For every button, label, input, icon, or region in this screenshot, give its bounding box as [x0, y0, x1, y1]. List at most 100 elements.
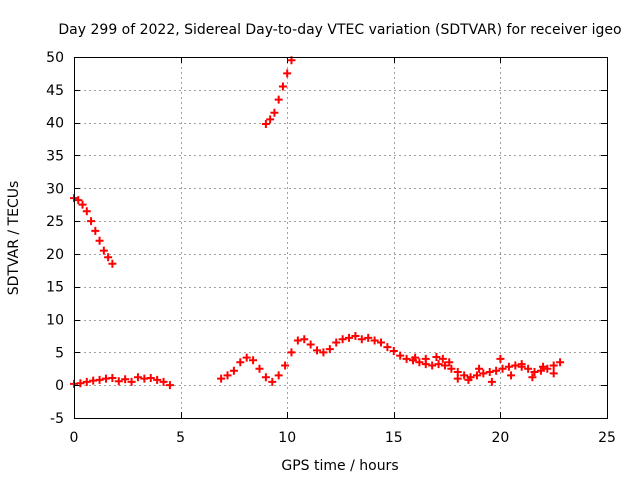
data-point — [377, 338, 386, 347]
data-point — [487, 377, 496, 386]
data-point — [428, 361, 437, 370]
data-point — [95, 236, 104, 245]
data-point — [78, 200, 87, 209]
data-point — [108, 373, 117, 382]
x-tick-label: 10 — [278, 430, 296, 446]
x-tick-label: 25 — [598, 430, 616, 446]
data-point — [511, 361, 520, 370]
data-point — [261, 373, 270, 382]
data-point — [217, 374, 226, 383]
data-point — [108, 259, 117, 268]
data-point — [159, 377, 168, 386]
data-point — [91, 226, 100, 235]
data-point — [411, 353, 420, 362]
data-point — [300, 335, 309, 344]
data-point — [475, 364, 484, 373]
data-point — [517, 360, 526, 369]
data-point — [504, 362, 513, 371]
data-point — [95, 375, 104, 384]
x-tick-label: 5 — [176, 430, 185, 446]
data-point — [82, 377, 91, 386]
data-point — [402, 354, 411, 363]
data-point — [127, 377, 136, 386]
y-tick-label: 35 — [46, 148, 64, 164]
data-point — [507, 371, 516, 380]
data-point — [87, 217, 96, 226]
y-tick-label: 30 — [46, 181, 64, 197]
data-point — [114, 377, 123, 386]
data-point — [283, 69, 292, 78]
data-point — [345, 333, 354, 342]
data-point — [223, 371, 232, 380]
data-point — [270, 108, 279, 117]
data-point — [82, 207, 91, 216]
data-points — [70, 56, 565, 390]
data-point — [453, 374, 462, 383]
data-point — [261, 119, 270, 128]
series-high-increasing — [261, 56, 296, 128]
data-point — [249, 356, 258, 365]
data-point — [146, 373, 155, 382]
data-point — [528, 373, 537, 382]
y-tick-label: 10 — [46, 313, 64, 329]
y-tick-label: 40 — [46, 116, 64, 132]
data-point — [421, 354, 430, 363]
data-point — [293, 336, 302, 345]
data-point — [549, 361, 558, 370]
data-point — [370, 336, 379, 345]
data-point — [332, 338, 341, 347]
data-point — [496, 354, 505, 363]
data-point — [338, 335, 347, 344]
data-point — [104, 253, 113, 262]
data-point — [492, 366, 501, 375]
data-point — [415, 358, 424, 367]
data-point — [479, 369, 488, 378]
data-point — [278, 82, 287, 91]
data-point — [438, 354, 447, 363]
data-point — [389, 347, 398, 356]
series-low-main — [217, 331, 565, 386]
data-point — [357, 335, 366, 344]
y-tick-label: 25 — [46, 214, 64, 230]
data-point — [539, 362, 548, 371]
y-tick-label: 50 — [46, 50, 64, 66]
data-point — [325, 345, 334, 354]
y-axis-label: SDTVAR / TECUs — [6, 181, 22, 296]
data-point — [432, 352, 441, 361]
x-tick-label: 0 — [70, 430, 79, 446]
data-point — [242, 353, 251, 362]
data-point — [464, 375, 473, 384]
series-high-decreasing — [70, 194, 117, 268]
y-tick-label: 20 — [46, 247, 64, 263]
data-point — [229, 366, 238, 375]
data-point — [153, 375, 162, 384]
data-point — [274, 371, 283, 380]
data-point — [306, 340, 315, 349]
data-point — [99, 246, 108, 255]
data-point — [498, 364, 507, 373]
y-tick-label: 15 — [46, 280, 64, 296]
series-low-scatter — [411, 352, 558, 386]
data-point — [530, 368, 539, 377]
data-point — [472, 371, 481, 380]
data-point — [364, 333, 373, 342]
grid — [74, 57, 607, 418]
data-point — [524, 364, 533, 373]
data-point — [440, 361, 449, 370]
data-point — [447, 364, 456, 373]
y-tick-label: 5 — [55, 345, 64, 361]
data-point — [74, 196, 83, 205]
data-point — [549, 369, 558, 378]
data-point — [287, 348, 296, 357]
data-point — [281, 361, 290, 370]
data-point — [351, 331, 360, 340]
data-point — [445, 358, 454, 367]
data-point — [236, 358, 245, 367]
data-point — [121, 375, 130, 384]
series-low-early — [70, 373, 174, 390]
x-tick-label: 20 — [491, 430, 509, 446]
data-point — [266, 115, 275, 124]
data-point — [383, 343, 392, 352]
data-point — [543, 364, 552, 373]
y-tick-label: -5 — [50, 411, 64, 427]
